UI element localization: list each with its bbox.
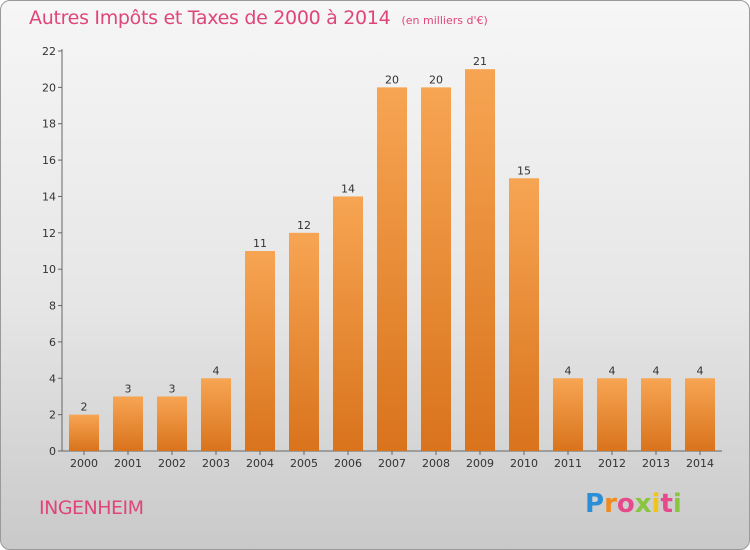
bar bbox=[113, 396, 143, 451]
x-tick-label: 2010 bbox=[510, 457, 538, 470]
x-tick-label: 2013 bbox=[642, 457, 670, 470]
data-label: 4 bbox=[609, 364, 616, 377]
chart-subtitle: (en milliers d'€) bbox=[401, 14, 488, 27]
logo-letter: x bbox=[634, 489, 652, 519]
data-label: 12 bbox=[297, 219, 311, 232]
proxiti-logo: Proxiti bbox=[585, 489, 682, 519]
logo-letter: t bbox=[660, 489, 673, 519]
logo-letter: i bbox=[672, 489, 682, 519]
bar bbox=[289, 232, 319, 451]
logo-letter: i bbox=[651, 489, 661, 519]
data-label: 21 bbox=[473, 55, 487, 68]
y-tick-label: 16 bbox=[42, 154, 56, 167]
y-tick-label: 6 bbox=[49, 336, 56, 349]
x-tick-label: 2001 bbox=[114, 457, 142, 470]
x-tick-label: 2005 bbox=[290, 457, 318, 470]
x-tick-label: 2006 bbox=[334, 457, 362, 470]
y-tick-label: 10 bbox=[42, 263, 56, 276]
x-tick-label: 2003 bbox=[202, 457, 230, 470]
x-tick-label: 2011 bbox=[554, 457, 582, 470]
bar bbox=[333, 196, 363, 451]
x-tick-label: 2004 bbox=[246, 457, 274, 470]
data-label: 3 bbox=[125, 382, 132, 395]
y-tick-label: 4 bbox=[49, 372, 56, 385]
logo-letter: P bbox=[585, 489, 605, 519]
data-label: 20 bbox=[385, 73, 399, 86]
data-label: 4 bbox=[565, 364, 572, 377]
data-label: 20 bbox=[429, 73, 443, 86]
x-tick-label: 2000 bbox=[70, 457, 98, 470]
chart-title-block: Autres Impôts et Taxes de 2000 à 2014 (e… bbox=[29, 7, 488, 29]
commune-name: INGENHEIM bbox=[39, 497, 144, 519]
bar bbox=[685, 378, 715, 451]
data-label: 4 bbox=[697, 364, 704, 377]
bar bbox=[245, 251, 275, 451]
bar bbox=[201, 378, 231, 451]
data-label: 4 bbox=[653, 364, 660, 377]
x-tick-label: 2008 bbox=[422, 457, 450, 470]
logo-letter: r bbox=[604, 489, 617, 519]
bar bbox=[377, 87, 407, 451]
y-tick-label: 22 bbox=[42, 45, 56, 58]
x-tick-label: 2007 bbox=[378, 457, 406, 470]
y-tick-label: 0 bbox=[49, 445, 56, 458]
chart-title: Autres Impôts et Taxes de 2000 à 2014 bbox=[29, 7, 391, 29]
bar bbox=[421, 87, 451, 451]
x-tick-label: 2012 bbox=[598, 457, 626, 470]
data-label: 15 bbox=[517, 164, 531, 177]
logo-letter: o bbox=[616, 489, 635, 519]
y-tick-label: 2 bbox=[49, 409, 56, 422]
data-label: 14 bbox=[341, 182, 355, 195]
y-tick-label: 8 bbox=[49, 300, 56, 313]
y-tick-label: 20 bbox=[42, 81, 56, 94]
bar bbox=[641, 378, 671, 451]
x-tick-label: 2014 bbox=[686, 457, 714, 470]
bar bbox=[509, 178, 539, 452]
y-tick-label: 18 bbox=[42, 118, 56, 131]
data-label: 3 bbox=[169, 382, 176, 395]
x-tick-label: 2009 bbox=[466, 457, 494, 470]
data-label: 11 bbox=[253, 237, 267, 250]
bar bbox=[465, 69, 495, 451]
data-label: 4 bbox=[213, 364, 220, 377]
data-label: 2 bbox=[81, 401, 88, 414]
x-tick-label: 2002 bbox=[158, 457, 186, 470]
bar bbox=[553, 378, 583, 451]
bar bbox=[69, 414, 99, 451]
y-tick-label: 12 bbox=[42, 227, 56, 240]
y-tick-label: 14 bbox=[42, 190, 56, 203]
bar bbox=[157, 396, 187, 451]
bar bbox=[597, 378, 627, 451]
